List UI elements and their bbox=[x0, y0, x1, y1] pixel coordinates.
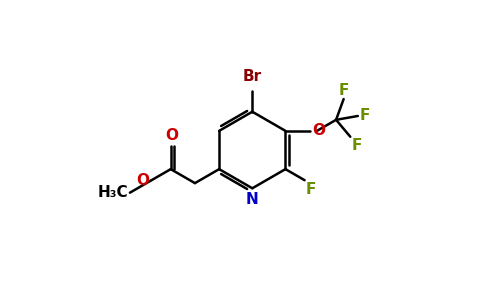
Text: N: N bbox=[246, 192, 258, 207]
Text: Br: Br bbox=[243, 69, 262, 84]
Text: F: F bbox=[351, 138, 362, 153]
Text: O: O bbox=[312, 123, 325, 138]
Text: F: F bbox=[339, 83, 349, 98]
Text: F: F bbox=[359, 108, 370, 123]
Text: O: O bbox=[166, 128, 179, 143]
Text: H₃C: H₃C bbox=[98, 185, 128, 200]
Text: O: O bbox=[136, 173, 149, 188]
Text: F: F bbox=[306, 182, 317, 197]
